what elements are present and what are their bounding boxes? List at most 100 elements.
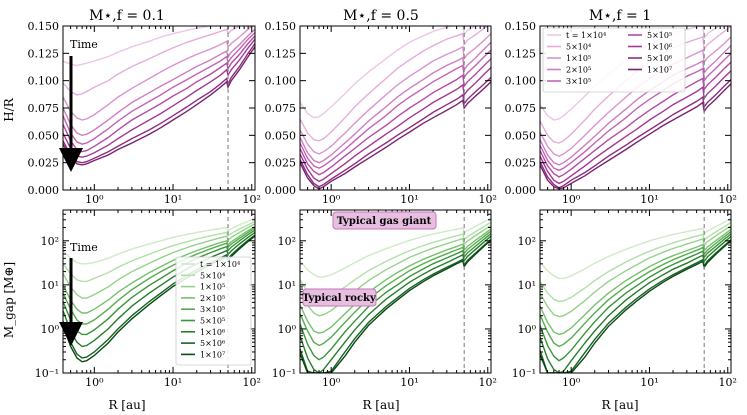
- column-title-3: M⋆,f = 1: [589, 8, 651, 24]
- x-tick-label: 10²: [479, 193, 497, 206]
- series-line-7: [300, 235, 491, 373]
- series-line-9: [300, 239, 491, 373]
- legend-label: 3×10⁵: [566, 77, 591, 86]
- series-line-9: [300, 81, 491, 190]
- y-tick-label: 10¹: [518, 279, 536, 292]
- y-tick-label: 10²: [278, 235, 296, 248]
- series-line-6: [540, 61, 731, 178]
- legend-box: [542, 27, 686, 93]
- y-tick-label: 10¹: [41, 279, 59, 292]
- x-tick-label: 10¹: [640, 193, 658, 206]
- legend-label: 3×10⁵: [200, 305, 225, 314]
- series-line-8: [300, 76, 491, 188]
- y-tick-label: 0.100: [265, 75, 297, 88]
- x-tick-label: 10¹: [640, 376, 658, 389]
- legend-label: 5×10⁴: [200, 271, 225, 280]
- series-line-1: [63, 217, 255, 265]
- x-tick-label: 10⁰: [85, 376, 104, 389]
- x-tick-label: 10²: [719, 376, 737, 389]
- y-tick-label: 0.075: [505, 102, 537, 115]
- y-tick-label: 0.125: [28, 47, 60, 60]
- y-tick-label: 0.075: [265, 102, 297, 115]
- series-line-8: [540, 79, 731, 189]
- y-tick-label: 0.050: [505, 129, 537, 142]
- series-line-3: [300, 33, 491, 155]
- x-tick-label: 10²: [479, 376, 497, 389]
- legend-label: 5×10⁴: [566, 43, 591, 52]
- series-line-4: [63, 28, 255, 137]
- x-tick-label: 10⁰: [562, 376, 581, 389]
- legend-box: [175, 256, 252, 366]
- legend-top-right: t = 1×10⁴ 5×10⁴ 1×10⁵ 2×10⁵ 3×10⁵ 5×10⁵ 1×10⁶ 5…: [542, 27, 686, 93]
- x-tick-label: 10¹: [164, 193, 182, 206]
- legend-label: 1×10⁵: [566, 54, 591, 63]
- series-line-6: [300, 58, 491, 176]
- y-tick-label: 10⁰: [518, 323, 537, 336]
- series-group: [540, 26, 731, 190]
- y-tick-label: 0.150: [505, 20, 537, 33]
- x-axis-title-2: R [au]: [362, 398, 399, 412]
- series-line-9: [540, 83, 731, 190]
- legend-label: 1×10⁶: [200, 328, 225, 337]
- series-line-7: [63, 231, 255, 348]
- x-tick-label: 10¹: [164, 376, 182, 389]
- y-tick-label: 10²: [41, 235, 59, 248]
- y-tick-label: 10⁻¹: [512, 367, 536, 380]
- series-line-3: [540, 225, 731, 318]
- x-tick-label: 10⁰: [322, 193, 341, 206]
- legend-bottom-left: t = 1×10⁴ 5×10⁴ 1×10⁵ 2×10⁵ 3×10⁵ 5×10⁵ 1×10⁶ 5…: [175, 256, 252, 366]
- panel-r1-c2: 10⁰ 10¹ 10² 10⁻¹ 10⁰ 10¹ 10²: [512, 209, 737, 389]
- gas-giant-box: [332, 211, 437, 230]
- series-line-6: [63, 229, 255, 336]
- y-tick-label: 0.025: [28, 157, 60, 170]
- x-tick-label: 10⁰: [85, 193, 104, 206]
- series-line-4: [300, 41, 491, 164]
- series-line-1: [300, 217, 491, 278]
- series-line-8: [540, 239, 731, 373]
- panel-r0-c2: 10⁰ 10¹ 10² 0.000 0.025 0.050 0.075 0.100 0.125 0…: [505, 20, 737, 206]
- series-line-2: [63, 26, 241, 96]
- legend-label: 2×10⁵: [566, 66, 591, 75]
- series-line-9: [540, 240, 731, 373]
- series-line-5: [300, 49, 491, 169]
- legend-label: 1×10⁷: [647, 66, 672, 75]
- column-title-2: M⋆,f = 0.5: [343, 8, 419, 24]
- y-tick-label: 0.025: [505, 157, 537, 170]
- y-tick-label: 10⁻¹: [272, 367, 296, 380]
- series-group: [300, 26, 491, 190]
- y-tick-label: 0.150: [265, 20, 297, 33]
- y-tick-label: 0.100: [28, 75, 60, 88]
- rocky-box: [302, 288, 377, 307]
- series-line-5: [63, 32, 255, 145]
- series-group: [300, 217, 491, 373]
- x-tick-label: 10¹: [400, 376, 418, 389]
- legend-label: 1×10⁷: [200, 350, 225, 359]
- series-line-8: [300, 238, 491, 373]
- series-line-3: [63, 223, 255, 299]
- column-title-1: M⋆,f = 0.1: [89, 8, 165, 24]
- legend-label: 5×10⁵: [647, 31, 672, 40]
- panels-layer: 10⁰ 10¹ 10² 0.000 0.025 0.050 0.075 0.100 0.125 0…: [28, 20, 737, 389]
- series-line-7: [63, 38, 255, 158]
- x-axis-title-1: R [au]: [108, 398, 145, 412]
- series-line-7: [540, 70, 731, 185]
- legend-label: t = 1×10⁴: [566, 31, 606, 40]
- y-axis-title-top: H/R: [2, 97, 16, 122]
- time-label-bottom: Time: [70, 241, 98, 254]
- legend-label: 5×10⁶: [647, 54, 672, 63]
- series-line-9: [63, 46, 255, 166]
- legend-label: 5×10⁵: [200, 317, 225, 326]
- gas-giant-label: Typical gas giant: [337, 216, 432, 227]
- panel-r1-c1: 10⁰ 10¹ 10² 10⁻¹ 10⁰ 10¹ 10²: [272, 209, 497, 389]
- panel-r0-c0: 10⁰ 10¹ 10² 0.000 0.025 0.050 0.075 0.100 0.125 0…: [28, 20, 261, 206]
- legend-label: 1×10⁶: [647, 43, 672, 52]
- y-tick-label: 0.150: [28, 20, 60, 33]
- series-line-5: [63, 227, 255, 325]
- time-label-top: Time: [70, 38, 98, 51]
- series-line-4: [540, 228, 731, 336]
- y-tick-label: 10⁻¹: [35, 367, 59, 380]
- x-tick-label: 10²: [719, 193, 737, 206]
- series-group: [540, 217, 731, 373]
- y-tick-label: 0.000: [265, 184, 297, 197]
